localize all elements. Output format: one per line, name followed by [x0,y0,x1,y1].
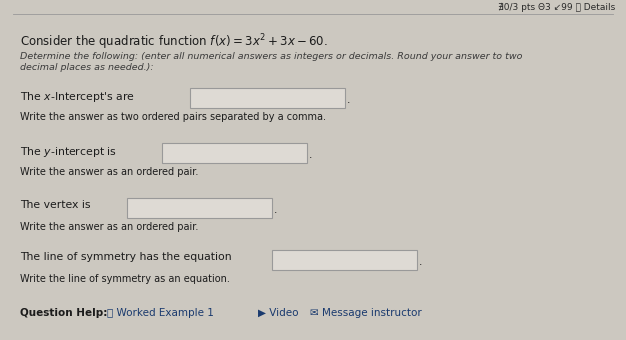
Text: Question Help:: Question Help: [20,308,108,318]
Bar [190,88,345,108]
Text: .: . [347,95,351,105]
Text: .: . [309,150,312,160]
Bar [127,198,272,218]
Text: Determine the following: (enter all numerical answers as integers or decimals. R: Determine the following: (enter all nume… [20,52,523,61]
Bar [162,143,307,163]
Text: .: . [419,257,423,267]
Text: Write the line of symmetry as an equation.: Write the line of symmetry as an equatio… [20,274,230,284]
Text: The vertex is: The vertex is [20,200,91,210]
Text: Write the answer as an ordered pair.: Write the answer as an ordered pair. [20,222,198,232]
Text: The $x$-Intercept's are: The $x$-Intercept's are [20,90,135,104]
Text: 📄 Worked Example 1: 📄 Worked Example 1 [107,308,214,318]
Bar [272,250,417,270]
Text: decimal places as needed.):: decimal places as needed.): [20,63,153,72]
Text: ✉ Message instructor: ✉ Message instructor [310,308,422,318]
Text: ∄0/3 pts Θ3 ↙99 ⓘ Details: ∄0/3 pts Θ3 ↙99 ⓘ Details [498,3,615,12]
Text: The line of symmetry has the equation: The line of symmetry has the equation [20,252,232,262]
Text: .: . [274,205,277,215]
Text: ▶ Video: ▶ Video [258,308,299,318]
Text: Consider the quadratic function $f(x) = 3x^2 + 3x - 60$.: Consider the quadratic function $f(x) = … [20,32,328,52]
Text: Write the answer as two ordered pairs separated by a comma.: Write the answer as two ordered pairs se… [20,112,326,122]
Text: The $y$-intercept is: The $y$-intercept is [20,145,117,159]
Text: Write the answer as an ordered pair.: Write the answer as an ordered pair. [20,167,198,177]
